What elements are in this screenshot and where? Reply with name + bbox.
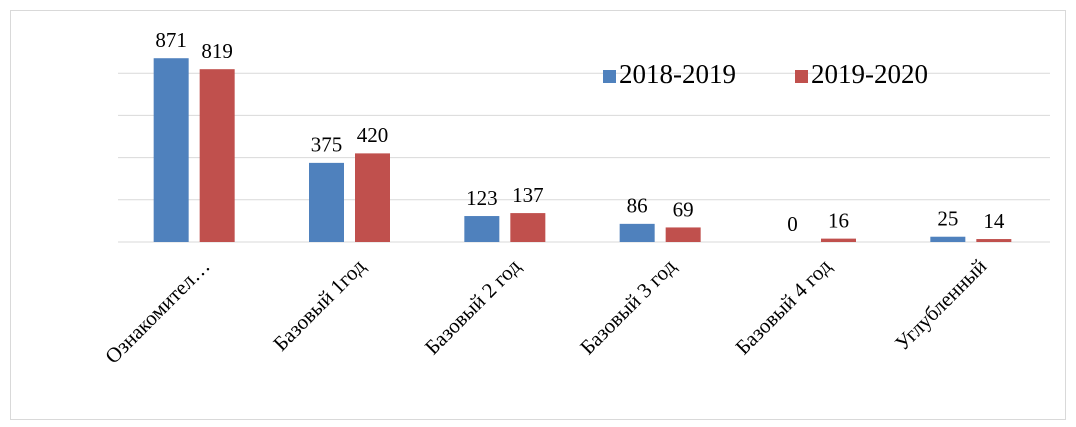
bar: [199, 69, 235, 242]
bar: [355, 153, 390, 242]
data-label: 375: [311, 133, 343, 157]
data-label: 16: [828, 208, 849, 232]
data-label: 86: [627, 194, 648, 218]
data-label: 0: [787, 212, 798, 236]
data-label: 25: [937, 207, 958, 231]
data-label: 14: [983, 209, 1005, 233]
bar: [464, 216, 500, 242]
bar: [976, 239, 1012, 242]
bar: [821, 238, 856, 242]
legend-label: 2019-2020: [811, 59, 928, 89]
bar: [665, 227, 701, 242]
data-label: 69: [673, 197, 694, 221]
data-label: 420: [357, 123, 389, 147]
bar: [930, 236, 966, 242]
data-label: 871: [155, 28, 187, 52]
bar: [510, 213, 546, 242]
bar: [309, 162, 344, 242]
legend-swatch: [795, 70, 808, 83]
legend-swatch: [603, 70, 616, 83]
legend-label: 2018-2019: [619, 59, 736, 89]
data-label: 819: [201, 39, 233, 63]
data-label: 137: [512, 183, 544, 207]
bar: [619, 223, 655, 242]
bar: [153, 58, 189, 243]
data-label: 123: [466, 186, 498, 210]
